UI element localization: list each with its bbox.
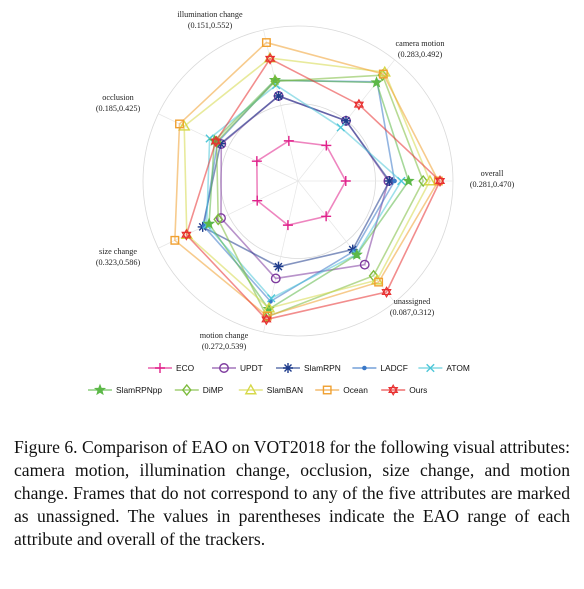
data-point (261, 313, 272, 326)
data-point (170, 235, 180, 245)
data-point (378, 69, 388, 79)
legend-entry: ATOM (418, 363, 470, 373)
data-point (203, 217, 216, 229)
data-point (283, 363, 293, 373)
legend-label: ATOM (446, 363, 469, 373)
data-point (181, 383, 192, 397)
data-point (434, 175, 446, 187)
axis-name-label: unassigned (394, 297, 430, 306)
series-updt (216, 91, 394, 284)
axis-range-label: (0.283,0.492) (398, 50, 443, 59)
data-point (392, 178, 397, 184)
data-point (321, 140, 332, 151)
data-point (244, 383, 258, 395)
axis-range-label: (0.272,0.539) (202, 342, 247, 351)
data-point (261, 38, 271, 48)
data-point (359, 259, 370, 270)
series-eco (251, 135, 351, 231)
data-point (175, 119, 184, 129)
data-point (374, 277, 384, 287)
data-point (181, 228, 192, 241)
legend-entry: DiMP (174, 383, 224, 397)
legend-label: LADCF (380, 363, 407, 373)
series-dimp (211, 69, 429, 323)
legend-label: SlamBAN (267, 385, 303, 395)
data-point (384, 176, 395, 186)
data-point (252, 195, 263, 206)
legend-entry: UPDT (212, 363, 263, 373)
data-point (340, 176, 351, 186)
legend-entry: LADCF (352, 363, 408, 373)
axis-range-label: (0.281,0.470) (470, 180, 515, 189)
legend-label: UPDT (240, 363, 263, 373)
data-point (381, 286, 392, 298)
chart-series (170, 38, 446, 326)
data-point (178, 119, 191, 131)
data-point (362, 365, 367, 371)
data-point (418, 174, 429, 188)
data-point (273, 90, 284, 101)
data-point (210, 135, 221, 148)
legend-entry: ECO (148, 363, 195, 373)
axis-name-label: size change (99, 247, 137, 256)
legend-label: SlamRPN (304, 363, 341, 373)
data-point (264, 52, 276, 65)
legend-entry: SlamRPNpp (88, 383, 162, 396)
legend-label: DiMP (203, 385, 224, 395)
data-point (93, 383, 107, 396)
data-point (266, 294, 276, 303)
axis-range-label: (0.323,0.586) (96, 258, 141, 267)
data-point (270, 75, 281, 88)
axis-range-label: (0.087,0.312) (390, 308, 435, 317)
series-line (256, 140, 347, 226)
data-point (282, 220, 293, 231)
data-point (423, 174, 437, 186)
legend-entry: Ours (381, 384, 427, 396)
grid-spoke (263, 29, 299, 182)
figure-caption: Figure 6. Comparison of EAO on VOT2018 f… (14, 437, 570, 549)
data-point (341, 115, 351, 126)
axis-name-label: illumination change (177, 10, 243, 19)
data-point (155, 363, 165, 373)
series-line (185, 57, 441, 321)
data-point (273, 261, 284, 272)
data-point (353, 98, 365, 111)
legend-label: ECO (176, 363, 195, 373)
data-point (321, 211, 332, 222)
axis-labels: overall (0.281,0.470) camera motion (0.283,… (96, 10, 515, 351)
axis-name-label: camera motion (396, 39, 445, 48)
data-point (213, 213, 224, 226)
data-point (426, 363, 435, 373)
data-point (402, 174, 415, 187)
data-point (322, 385, 332, 395)
legend-label: Ours (409, 385, 427, 395)
series-line (208, 79, 410, 311)
data-point (270, 273, 281, 284)
axis-name-label: motion change (200, 331, 249, 340)
axis-range-label: (0.185,0.425) (96, 104, 141, 113)
axis-range-label: (0.151,0.552) (188, 21, 233, 30)
series-line (205, 84, 403, 300)
legend-label: SlamRPNpp (116, 385, 162, 395)
series-ours (181, 52, 446, 326)
data-point (251, 156, 262, 167)
legend-entry: SlamBAN (238, 383, 303, 395)
radar-chart: overall (0.281,0.470) camera motion (0.283,… (88, 10, 515, 397)
data-point (397, 176, 406, 186)
axis-name-label: overall (481, 169, 504, 178)
series-line (215, 74, 425, 318)
data-point (350, 248, 363, 260)
data-point (216, 213, 226, 224)
chart-legend: ECO UPDT SlamRPN LADCF ATOM SlamRPNpp DiMP Slam… (88, 363, 470, 397)
data-point (283, 135, 294, 146)
series-line (174, 41, 440, 317)
legend-entry: SlamRPN (276, 363, 341, 373)
data-point (388, 384, 399, 396)
axis-name-label: occlusion (102, 93, 133, 102)
data-point (219, 363, 229, 373)
legend-label: Ocean (343, 385, 368, 395)
legend-entry: Ocean (315, 385, 368, 395)
data-point (370, 76, 383, 88)
data-point (336, 123, 345, 132)
